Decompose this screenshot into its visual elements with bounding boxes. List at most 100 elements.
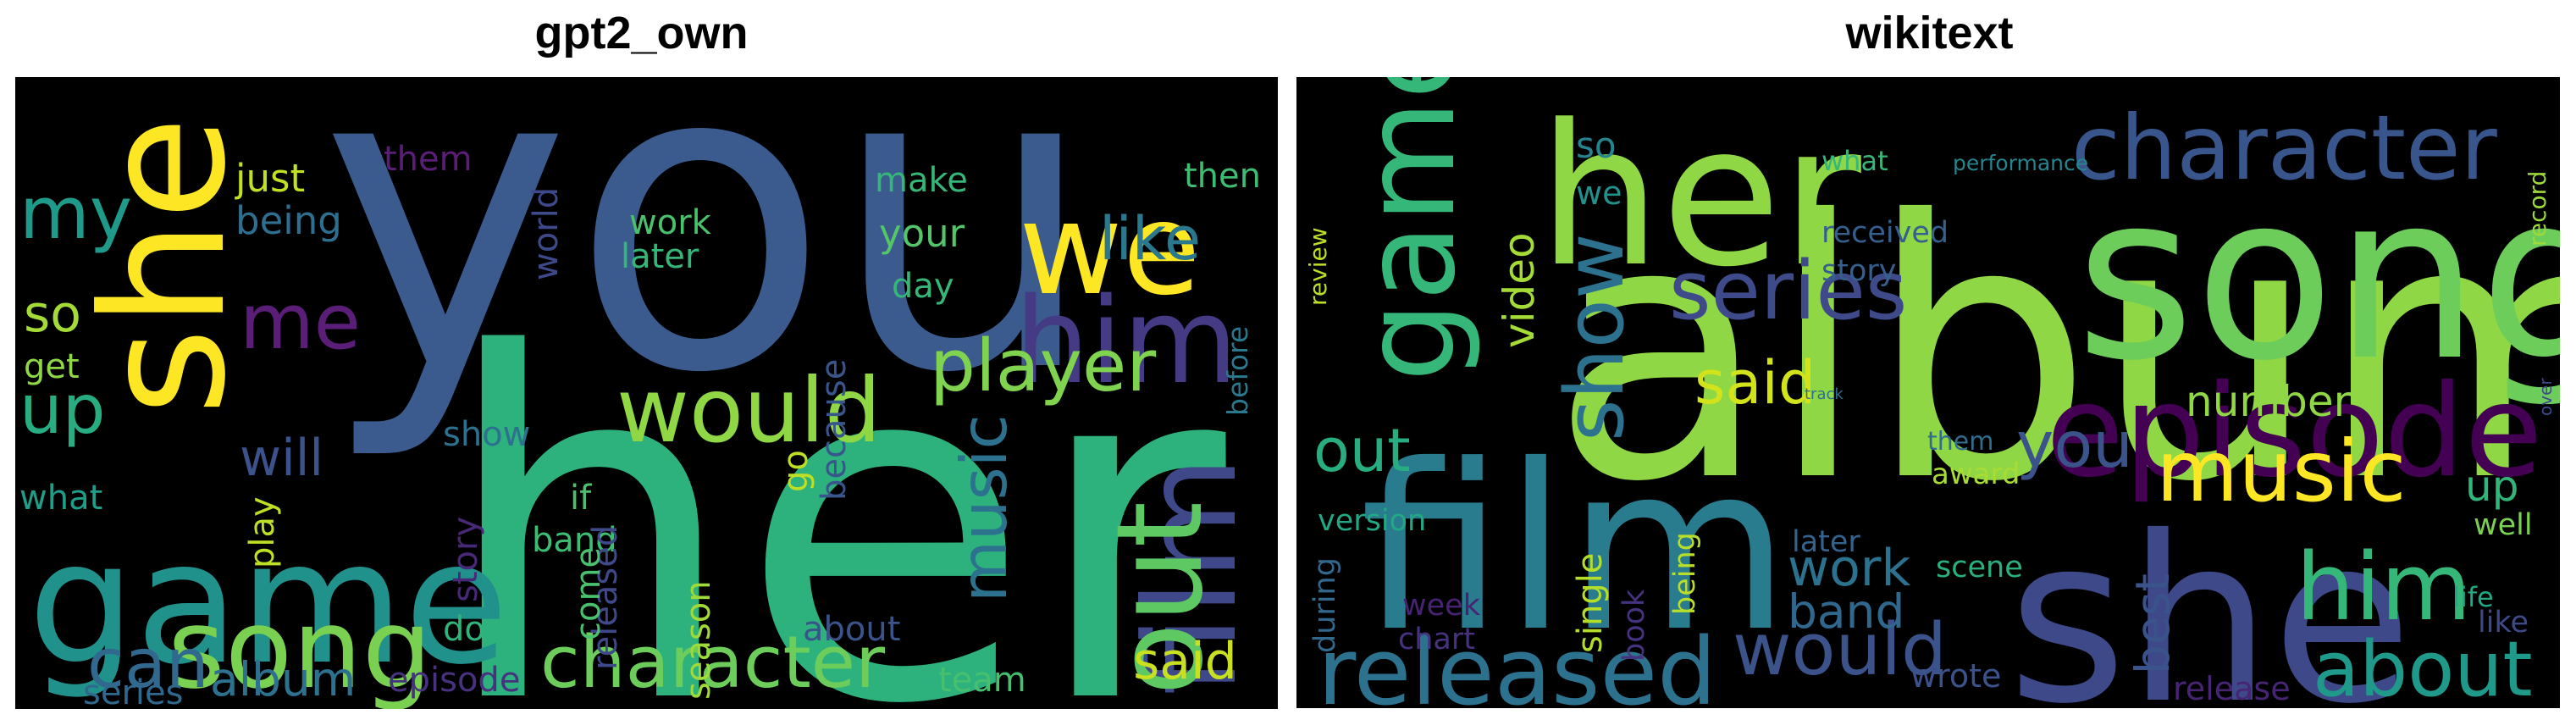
word-album: album bbox=[1551, 146, 2560, 560]
word-being: being bbox=[235, 198, 342, 243]
word-come: come bbox=[569, 547, 608, 640]
word-music: music bbox=[2156, 422, 2407, 521]
word-we: we bbox=[1576, 174, 1622, 212]
word-so: so bbox=[24, 285, 81, 344]
word-album: album bbox=[210, 652, 356, 706]
word-your: your bbox=[879, 211, 965, 256]
word-received: received bbox=[1821, 216, 1949, 250]
word-version: version bbox=[1318, 504, 1426, 538]
word-song: song bbox=[2076, 144, 2560, 411]
word-number: number bbox=[2186, 377, 2352, 426]
word-game: game bbox=[1336, 77, 1484, 382]
word-said: said bbox=[1133, 632, 1237, 691]
word-well: well bbox=[2474, 508, 2533, 542]
word-before: before bbox=[1221, 326, 1254, 416]
word-them: them bbox=[1927, 427, 1993, 457]
word-then: then bbox=[1184, 157, 1261, 196]
word-character: character bbox=[540, 621, 885, 705]
word-get: get bbox=[24, 347, 80, 386]
word-review: review bbox=[1304, 227, 1332, 306]
word-so: so bbox=[1576, 125, 1617, 166]
word-just: just bbox=[235, 156, 305, 201]
word-day: day bbox=[892, 267, 954, 306]
word-you: you bbox=[2016, 407, 2133, 482]
word-said: said bbox=[1694, 348, 1816, 418]
word-scene: scene bbox=[1936, 551, 2023, 584]
word-week: week bbox=[1402, 589, 1481, 623]
word-me: me bbox=[240, 278, 361, 367]
wordcloud-right: her album song she film episode character game s… bbox=[1296, 77, 2560, 708]
word-can: can bbox=[87, 624, 209, 703]
word-team: team bbox=[938, 661, 1026, 700]
word-about: about bbox=[803, 610, 900, 649]
word-she: she bbox=[2008, 487, 2413, 708]
word-out: out bbox=[1313, 416, 1411, 485]
panel-title-left: gpt2_own bbox=[534, 8, 749, 58]
word-show: show bbox=[443, 415, 530, 454]
word-would: would bbox=[616, 359, 882, 462]
word-video: video bbox=[1495, 232, 1544, 348]
word-song: song bbox=[168, 584, 432, 709]
word-chart: chart bbox=[1398, 623, 1475, 656]
word-game: game bbox=[28, 505, 508, 702]
word-go: go bbox=[777, 450, 815, 492]
word-episode: episode bbox=[2046, 358, 2543, 506]
word-them: them bbox=[384, 140, 473, 179]
word-will: will bbox=[240, 429, 323, 488]
word-what: what bbox=[19, 479, 102, 518]
word-out: out bbox=[1092, 501, 1230, 695]
word-life: life bbox=[2452, 581, 2494, 613]
word-during: during bbox=[1308, 557, 1342, 653]
word-show: show bbox=[1549, 233, 1642, 441]
word-player: player bbox=[930, 324, 1156, 408]
word-work: work bbox=[629, 203, 712, 242]
word-released: released bbox=[586, 525, 625, 670]
word-track: track bbox=[1805, 385, 1844, 403]
word-work: work bbox=[1788, 539, 1910, 598]
word-award: award bbox=[1932, 457, 2020, 491]
word-story: story bbox=[446, 517, 485, 602]
panel-title-right: wikitext bbox=[1845, 8, 2014, 58]
word-about: about bbox=[2313, 625, 2533, 708]
word-make: make bbox=[875, 161, 968, 200]
word-do: do bbox=[443, 610, 485, 649]
word-over: over bbox=[2535, 378, 2556, 416]
word-released: released bbox=[1318, 618, 1716, 708]
word-record: record bbox=[2523, 171, 2551, 246]
word-single: single bbox=[1571, 553, 1610, 653]
word-best: best bbox=[2125, 573, 2180, 674]
word-up: up bbox=[2465, 462, 2518, 511]
word-later: later bbox=[621, 237, 699, 276]
word-being: being bbox=[1668, 532, 1702, 615]
word-we: we bbox=[1019, 176, 1201, 324]
word-if: if bbox=[570, 479, 592, 518]
word-him: him bbox=[1014, 273, 1238, 411]
wordcloud-left: you her she game we him me song film would player o… bbox=[15, 77, 1278, 709]
word-my: my bbox=[19, 172, 132, 256]
word-later: later bbox=[1792, 525, 1860, 559]
word-like: like bbox=[1099, 204, 1201, 274]
word-film: film bbox=[1118, 457, 1265, 695]
word-would: would bbox=[1733, 608, 1947, 692]
word-story: story bbox=[1821, 254, 1896, 288]
word-her: her bbox=[439, 256, 1231, 709]
word-band: band bbox=[532, 521, 617, 560]
word-like: like bbox=[2478, 606, 2529, 640]
word-release: release bbox=[2173, 670, 2291, 707]
word-wrote: wrote bbox=[1910, 657, 2001, 695]
cloud-background bbox=[1296, 77, 2560, 708]
word-her: her bbox=[1538, 84, 1861, 310]
word-music: music bbox=[947, 414, 1021, 602]
word-performance: performance bbox=[1953, 151, 2088, 175]
word-series: series bbox=[1669, 245, 1907, 338]
word-you: you bbox=[320, 77, 1098, 465]
word-play: play bbox=[243, 496, 282, 568]
word-character: character bbox=[2071, 97, 2498, 200]
word-she: she bbox=[66, 116, 263, 416]
word-series: series bbox=[83, 673, 183, 709]
word-band: band bbox=[1788, 584, 1904, 639]
word-film: film bbox=[1360, 415, 1790, 682]
word-world: world bbox=[527, 187, 566, 280]
